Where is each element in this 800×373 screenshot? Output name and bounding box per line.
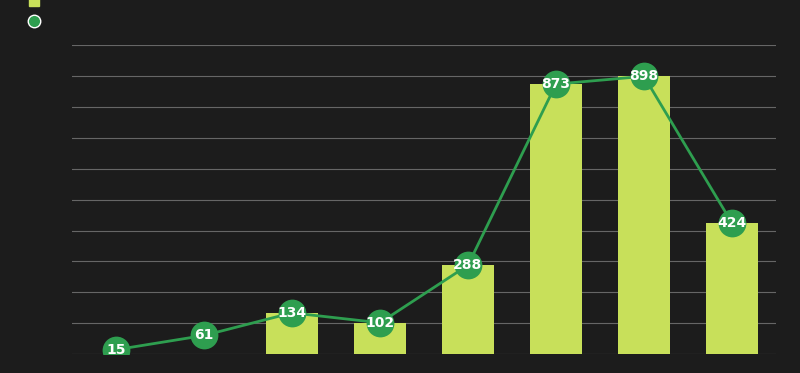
Text: 61: 61: [194, 329, 214, 342]
Bar: [618, 76, 670, 354]
Text: 873: 873: [542, 77, 570, 91]
Text: 102: 102: [366, 316, 394, 330]
Legend: , : ,: [29, 0, 44, 29]
Text: 15: 15: [106, 343, 126, 357]
Text: 424: 424: [718, 216, 746, 230]
Bar: [354, 323, 406, 354]
Bar: [442, 265, 494, 354]
Text: 288: 288: [454, 258, 482, 272]
Bar: [530, 84, 582, 354]
Text: 134: 134: [278, 306, 306, 320]
Bar: [706, 223, 758, 354]
Bar: [266, 313, 318, 354]
Text: 898: 898: [630, 69, 658, 83]
